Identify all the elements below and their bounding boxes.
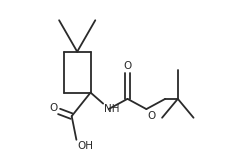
Text: O: O [147, 111, 155, 121]
Text: O: O [49, 103, 57, 113]
Text: O: O [123, 61, 132, 71]
Text: NH: NH [104, 104, 119, 114]
Text: OH: OH [77, 141, 93, 151]
